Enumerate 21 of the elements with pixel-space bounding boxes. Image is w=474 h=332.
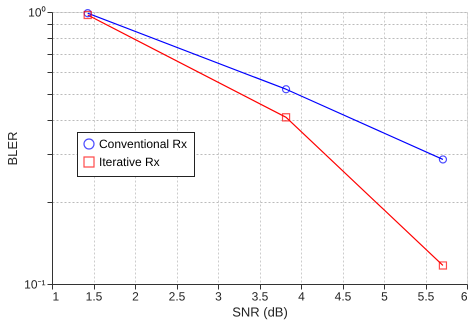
point bbox=[282, 85, 290, 94]
x-tick-label: 2 bbox=[132, 290, 140, 304]
x-tick-label: 4.5 bbox=[334, 290, 352, 304]
y-tick-label: 10⁰ bbox=[28, 6, 46, 20]
x-tick-label: 3.5 bbox=[252, 290, 269, 304]
legend-label: Iterative Rx bbox=[99, 155, 160, 169]
x-tick-label: 6 bbox=[460, 290, 468, 304]
x-tick-label: 1.5 bbox=[86, 290, 103, 304]
legend-label: Conventional Rx bbox=[99, 137, 188, 151]
y-tick-label: 10⁻¹ bbox=[24, 278, 46, 292]
x-tick-label: 5.5 bbox=[418, 290, 435, 304]
x-tick-label: 3 bbox=[215, 290, 222, 304]
x-tick-label: 4 bbox=[298, 290, 306, 304]
x-tick-label: 2.5 bbox=[168, 290, 186, 304]
y-axis-title: BLER bbox=[5, 132, 20, 166]
point bbox=[438, 155, 448, 164]
x-axis-title: SNR (dB) bbox=[232, 304, 288, 320]
x-tick-label: 1 bbox=[52, 290, 60, 304]
point bbox=[282, 113, 290, 122]
point bbox=[438, 261, 448, 270]
x-tick-label: 5 bbox=[381, 290, 388, 304]
